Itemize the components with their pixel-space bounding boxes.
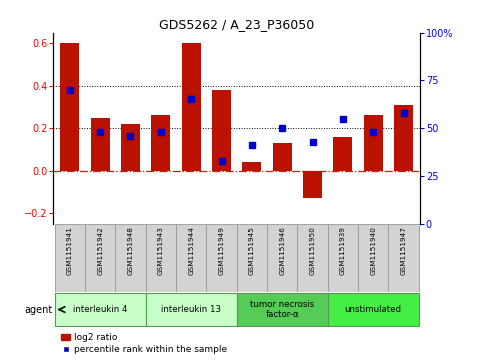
Legend: log2 ratio, percentile rank within the sample: log2 ratio, percentile rank within the s…: [57, 330, 230, 358]
Bar: [152, 115, 170, 171]
Text: unstimulated: unstimulated: [345, 305, 402, 314]
Text: GSM1151950: GSM1151950: [310, 226, 315, 274]
Text: GSM1151941: GSM1151941: [67, 226, 73, 274]
Text: GSM1151946: GSM1151946: [279, 226, 285, 274]
Bar: [146, 224, 176, 292]
Bar: [273, 143, 292, 171]
Bar: [242, 162, 261, 171]
Bar: [388, 224, 419, 292]
Bar: [358, 224, 388, 292]
Bar: [327, 293, 419, 326]
Bar: [146, 293, 237, 326]
Bar: [55, 224, 85, 292]
Text: GSM1151949: GSM1151949: [218, 226, 225, 274]
Bar: [298, 224, 327, 292]
Title: GDS5262 / A_23_P36050: GDS5262 / A_23_P36050: [159, 19, 314, 32]
Bar: [91, 118, 110, 171]
Text: agent: agent: [24, 305, 53, 314]
Bar: [303, 171, 322, 198]
Bar: [394, 105, 413, 171]
Text: tumor necrosis
factor-α: tumor necrosis factor-α: [250, 300, 314, 319]
Text: GSM1151939: GSM1151939: [340, 226, 346, 274]
Text: GSM1151942: GSM1151942: [97, 226, 103, 274]
Text: interleukin 13: interleukin 13: [161, 305, 221, 314]
Bar: [85, 224, 115, 292]
Bar: [237, 293, 327, 326]
Bar: [333, 136, 352, 171]
Bar: [267, 224, 298, 292]
Bar: [327, 224, 358, 292]
Bar: [237, 224, 267, 292]
Text: GSM1151948: GSM1151948: [128, 226, 133, 274]
Text: GSM1151943: GSM1151943: [158, 226, 164, 274]
Bar: [60, 43, 79, 171]
Text: GSM1151944: GSM1151944: [188, 226, 194, 274]
Bar: [121, 124, 140, 171]
Bar: [176, 224, 206, 292]
Bar: [212, 90, 231, 171]
Bar: [206, 224, 237, 292]
Bar: [364, 115, 383, 171]
Bar: [55, 293, 146, 326]
Text: GSM1151945: GSM1151945: [249, 226, 255, 274]
Bar: [182, 43, 200, 171]
Text: GSM1151947: GSM1151947: [400, 226, 407, 274]
Text: interleukin 4: interleukin 4: [73, 305, 128, 314]
Text: GSM1151940: GSM1151940: [370, 226, 376, 274]
Bar: [115, 224, 146, 292]
